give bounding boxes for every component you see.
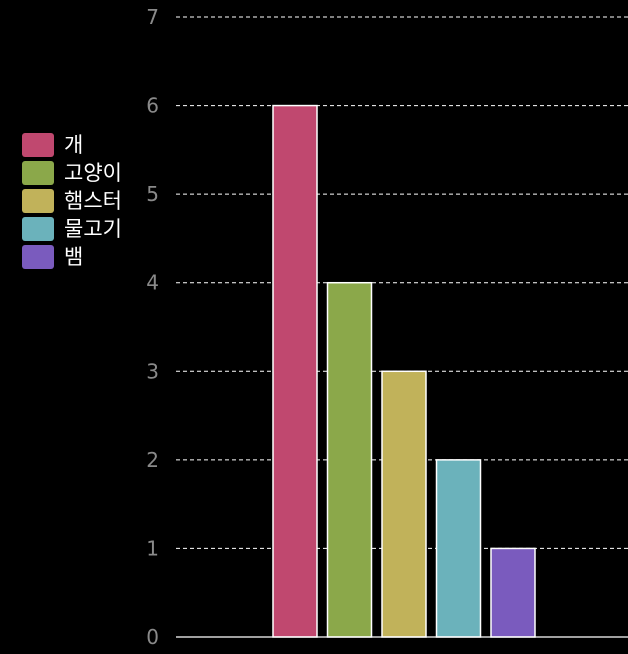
y-tick-label: 2 bbox=[146, 448, 159, 472]
y-tick-label: 0 bbox=[146, 625, 159, 649]
legend-item: 고양이 bbox=[22, 159, 122, 187]
legend-label: 개 bbox=[64, 133, 84, 157]
bar bbox=[435, 459, 482, 638]
bar bbox=[381, 370, 427, 638]
y-tick-label: 7 bbox=[146, 5, 159, 29]
bar bbox=[490, 547, 536, 638]
bar bbox=[326, 281, 373, 638]
legend-item: 햄스터 bbox=[22, 187, 122, 215]
legend-swatch bbox=[22, 133, 54, 157]
legend-label: 뱀 bbox=[64, 245, 84, 269]
y-tick-label: 6 bbox=[146, 94, 159, 118]
legend-swatch bbox=[22, 245, 54, 269]
bar bbox=[272, 104, 318, 638]
legend-swatch bbox=[22, 189, 54, 213]
legend-swatch bbox=[22, 161, 54, 185]
y-tick-label: 5 bbox=[146, 182, 159, 206]
y-tick-label: 4 bbox=[146, 271, 159, 295]
legend-label: 햄스터 bbox=[64, 189, 122, 213]
legend-item: 뱀 bbox=[22, 243, 122, 271]
y-tick-label: 1 bbox=[146, 536, 159, 560]
legend-label: 물고기 bbox=[64, 217, 122, 241]
bars bbox=[272, 104, 536, 638]
legend-label: 고양이 bbox=[64, 161, 122, 185]
legend-item: 물고기 bbox=[22, 215, 122, 243]
y-tick-label: 3 bbox=[146, 359, 159, 383]
legend-swatch bbox=[22, 217, 54, 241]
legend-item: 개 bbox=[22, 131, 122, 159]
y-axis-ticks: 0 1 2 3 4 5 6 7 bbox=[146, 5, 159, 649]
